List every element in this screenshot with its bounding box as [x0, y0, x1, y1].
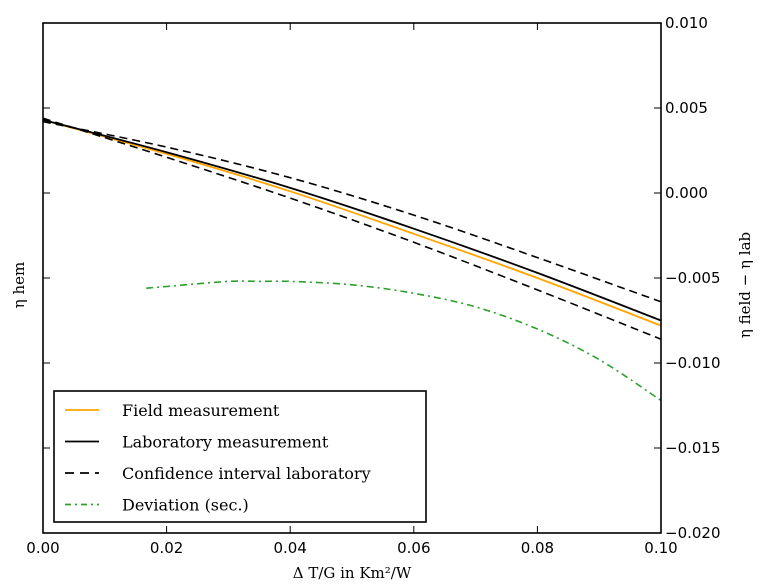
x-tick-label: 0.08 [521, 539, 554, 557]
x-tick-label: 0.02 [150, 539, 183, 557]
series-line-5 [146, 280, 662, 402]
legend-label: Laboratory measurement [122, 433, 329, 452]
y-axis-right: −0.020 −0.015 −0.010 −0.005 0.000 0.005 0.010 [654, 14, 721, 542]
y-right-tick-label: 0.000 [665, 184, 708, 202]
series-line-4 [42, 117, 662, 340]
y-right-tick-label: −0.015 [665, 439, 721, 457]
x-tick-label: 0.06 [397, 539, 430, 557]
series-line-2 [42, 119, 662, 322]
y-right-tick-label: 0.010 [665, 14, 708, 32]
series-group [42, 117, 662, 402]
legend-label: Field measurement [122, 401, 280, 420]
x-tick-label: 0.00 [26, 539, 59, 557]
legend: Field measurement Laboratory measurement C… [53, 390, 427, 523]
legend-label: Confidence interval laboratory [122, 464, 371, 483]
y-axis-left-label: η hem [10, 262, 28, 309]
y-axis-right-label: η field − η lab [736, 232, 754, 338]
y-right-tick-label: 0.005 [665, 99, 708, 117]
y-right-tick-label: −0.020 [665, 524, 721, 542]
series-line-1 [42, 119, 662, 327]
y-right-tick-label: −0.005 [665, 269, 721, 287]
y-axis-left [43, 22, 50, 534]
legend-label: Deviation (sec.) [122, 496, 249, 515]
x-axis: 0.00 0.02 0.04 0.06 0.08 0.10 [26, 23, 678, 557]
x-tick-label: 0.10 [644, 539, 677, 557]
legend-box [53, 390, 427, 523]
series-line-3 [42, 120, 662, 303]
x-tick-label: 0.04 [273, 539, 306, 557]
x-axis-label: Δ T/G in Km²/W [293, 564, 412, 582]
y-right-tick-label: −0.010 [665, 354, 721, 372]
